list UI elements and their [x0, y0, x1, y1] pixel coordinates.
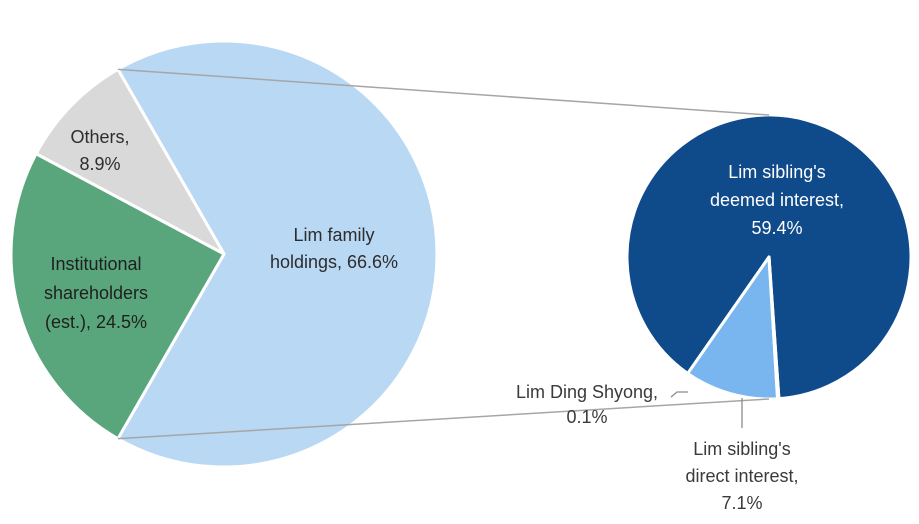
data-label-line: Institutional: [50, 254, 141, 274]
leader-line-lim-ding-shyong: [670, 391, 688, 398]
main-pie: [9, 39, 439, 469]
data-label-line: holdings, 66.6%: [270, 252, 398, 272]
secondary-pie-slice-lim-sibling-s-direct-interest: [686, 255, 780, 401]
data-label-direct-interest: Lim sibling's direct interest, 7.1%: [685, 439, 798, 513]
main-pie-slice-lim-family-holdings: [116, 39, 439, 469]
data-label-line: direct interest,: [685, 466, 798, 486]
data-label-deemed-interest: Lim sibling's deemed interest, 59.4%: [710, 162, 844, 238]
data-label-lim-family-holdings: Lim family holdings, 66.6%: [270, 225, 398, 272]
secondary-pie: [625, 113, 913, 401]
data-label-line: shareholders: [44, 283, 148, 303]
data-label-lim-ding-shyong: Lim Ding Shyong, 0.1%: [516, 382, 658, 427]
data-label-line: (est.), 24.5%: [45, 312, 147, 332]
secondary-pie-slice-lim-ding-shyong: [767, 255, 781, 401]
leader-lines: [670, 391, 743, 428]
data-label-line: deemed interest,: [710, 190, 844, 210]
data-label-line: Others,: [70, 127, 129, 147]
connector-line-bottom: [117, 398, 770, 440]
data-label-line: 8.9%: [79, 154, 120, 174]
data-label-line: Lim family: [293, 225, 374, 245]
data-label-line: 7.1%: [721, 493, 762, 513]
data-label-line: Lim sibling's: [728, 162, 825, 182]
data-label-line: 59.4%: [751, 218, 802, 238]
data-label-line: 0.1%: [566, 407, 607, 427]
connector-line-top: [117, 68, 770, 116]
connector-lines: [117, 68, 770, 440]
data-label-others: Others, 8.9%: [70, 127, 129, 174]
data-label-line: Lim sibling's: [693, 439, 790, 459]
main-pie-slice-others: [34, 67, 226, 256]
data-label-institutional-shareholders: Institutional shareholders (est.), 24.5%: [44, 254, 148, 332]
data-label-line: Lim Ding Shyong,: [516, 382, 658, 402]
main-pie-slice-institutional-shareholders-est: [9, 152, 226, 441]
